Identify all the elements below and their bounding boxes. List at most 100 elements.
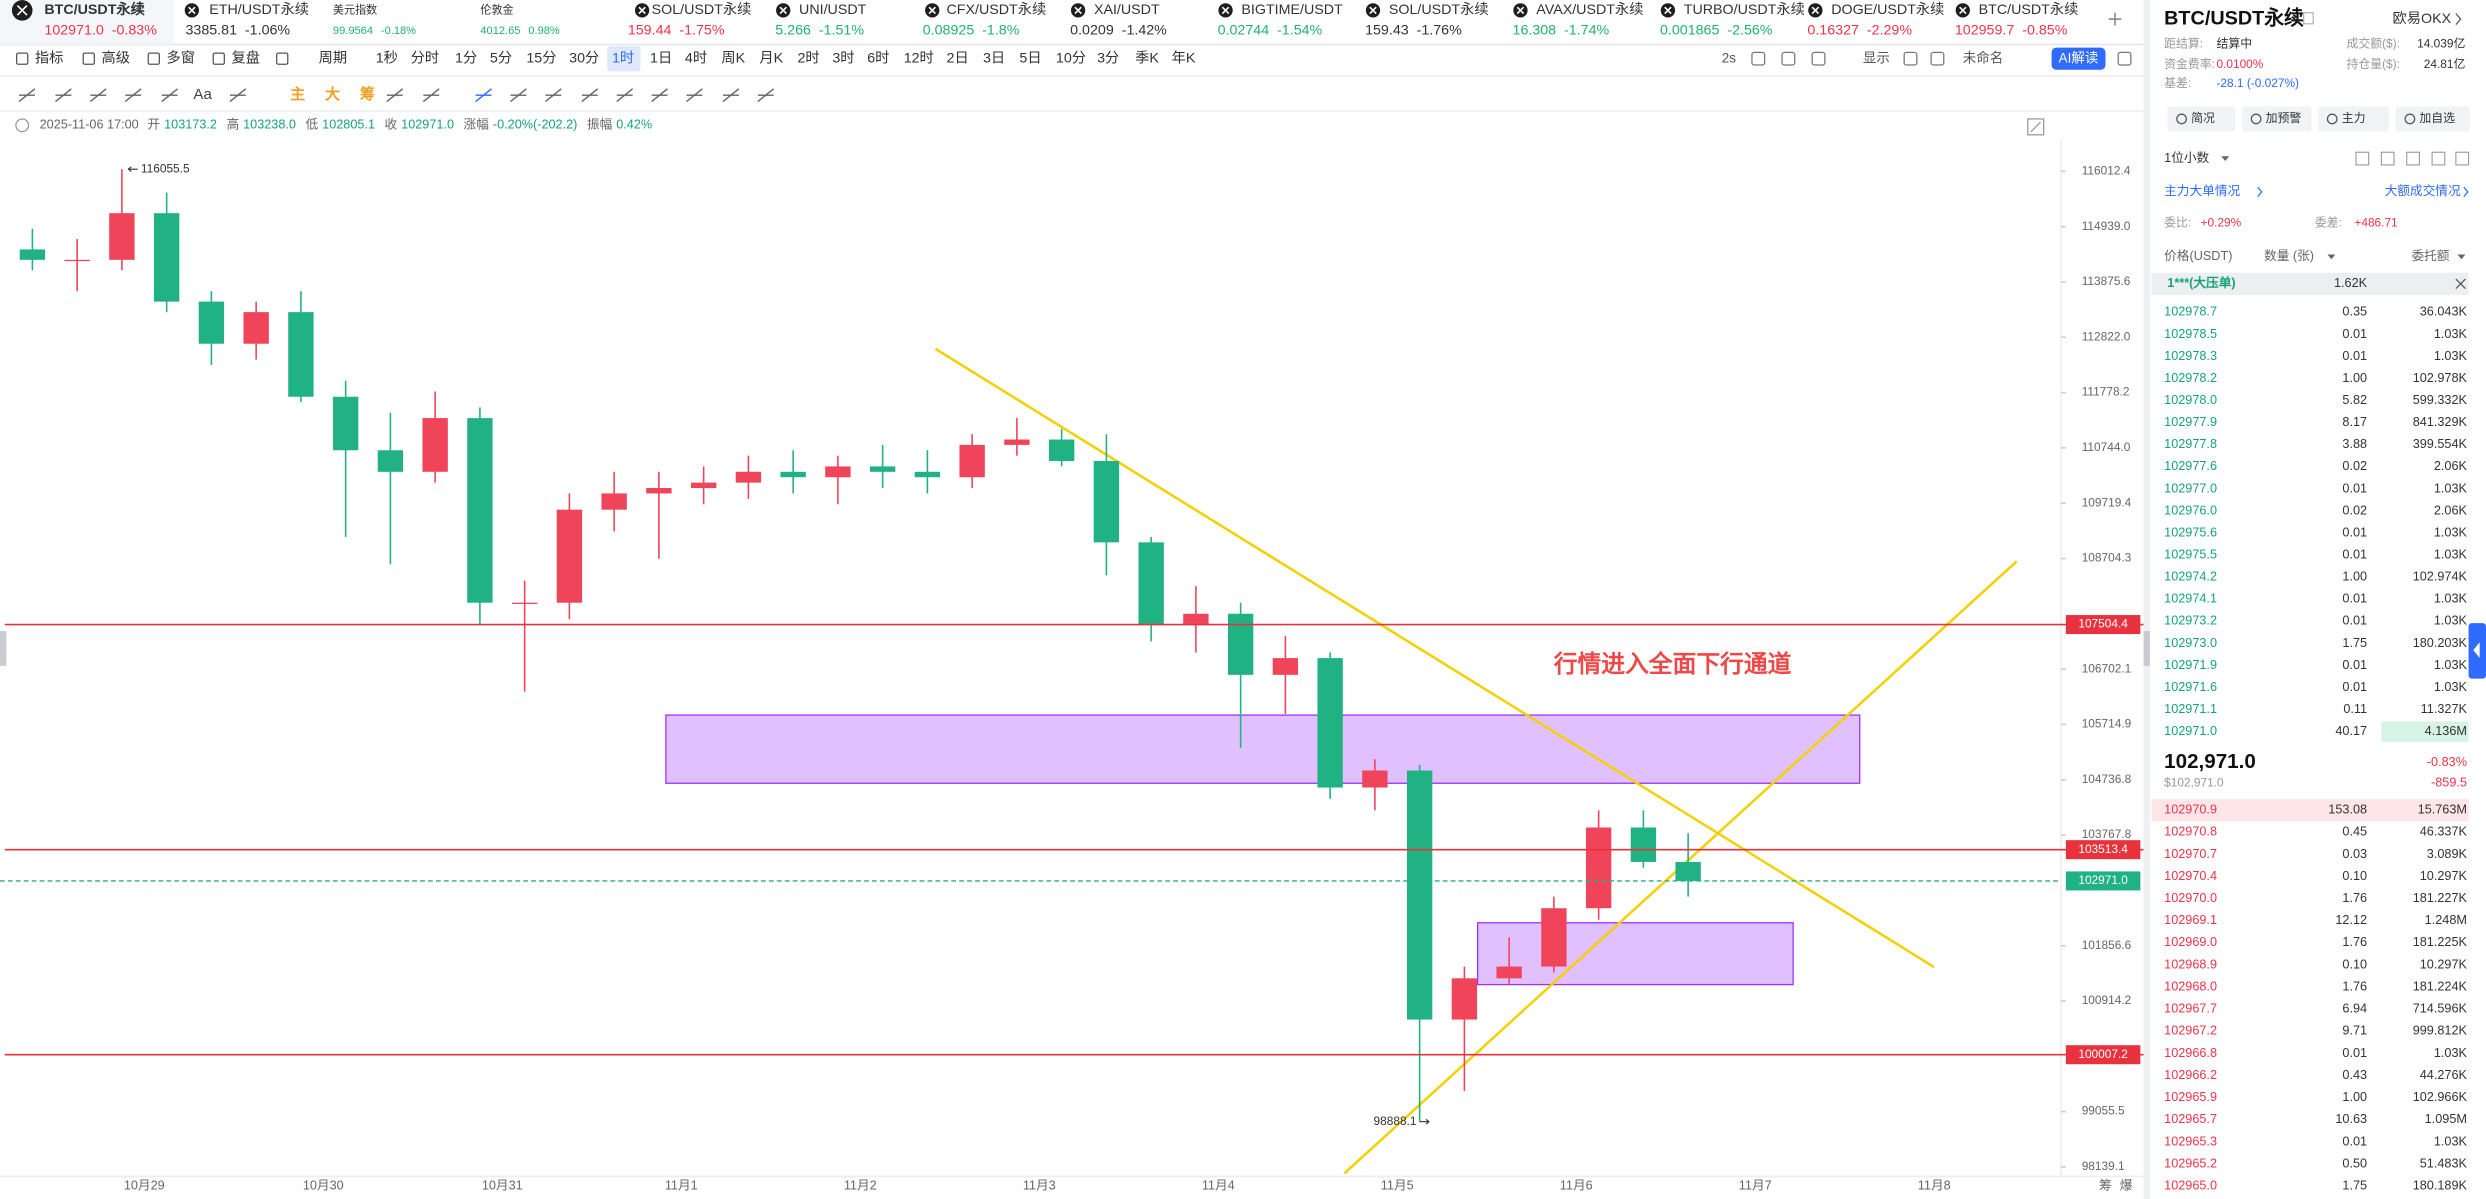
precision-select[interactable]: 1位小数 bbox=[2164, 151, 2209, 165]
toolbar-button[interactable]: 多窗 bbox=[166, 48, 195, 66]
draw-tool-label[interactable]: 大 bbox=[325, 85, 340, 103]
left-handle[interactable] bbox=[0, 631, 7, 666]
draw-tool-label[interactable]: 筹 bbox=[360, 85, 375, 103]
interval-button[interactable]: 3时 bbox=[832, 49, 854, 66]
splitter-handle[interactable] bbox=[2143, 631, 2150, 666]
fullscreen-icon[interactable] bbox=[2027, 118, 2045, 136]
interval-button[interactable]: 10分 bbox=[1056, 49, 1086, 66]
ticker-name[interactable]: XAI/USDT bbox=[1094, 2, 1160, 18]
zone[interactable] bbox=[1477, 922, 1794, 986]
zone[interactable] bbox=[665, 714, 1861, 784]
book-view-icon[interactable] bbox=[2355, 151, 2370, 166]
tool-icon[interactable] bbox=[1930, 51, 1945, 66]
interval-button[interactable]: 4时 bbox=[685, 49, 707, 66]
draw-tool[interactable] bbox=[124, 88, 142, 103]
interval-button[interactable]: 15分 bbox=[526, 49, 556, 66]
info-icon[interactable] bbox=[15, 118, 30, 133]
tool-icon[interactable] bbox=[1751, 51, 1766, 66]
book-view-icon[interactable] bbox=[2431, 151, 2446, 166]
ticker-name[interactable]: BTC/USDT永续 bbox=[44, 0, 145, 18]
axis-corner[interactable]: 爆 bbox=[2120, 1178, 2133, 1192]
book-view-icon[interactable] bbox=[2455, 151, 2470, 166]
add-tab[interactable] bbox=[2108, 12, 2122, 26]
ticker-name[interactable]: BIGTIME/USDT bbox=[1241, 2, 1343, 18]
tool-icon[interactable] bbox=[1811, 51, 1826, 66]
panel-link[interactable]: 大额成交情况 bbox=[2385, 183, 2461, 198]
draw-tool[interactable] bbox=[616, 88, 634, 103]
draw-tool[interactable] bbox=[161, 88, 179, 103]
panel-button-label[interactable]: 加自选 bbox=[2419, 111, 2455, 125]
close-icon[interactable] bbox=[2455, 278, 2466, 290]
draw-tool[interactable] bbox=[422, 88, 440, 103]
interval-button[interactable]: 5分 bbox=[490, 49, 512, 66]
tool-icon[interactable] bbox=[1903, 51, 1918, 66]
interval-button[interactable]: 1分 bbox=[455, 49, 477, 66]
interval-button[interactable]: 30分 bbox=[569, 49, 599, 66]
interval-button[interactable]: 年K bbox=[1172, 49, 1196, 66]
toolbar-button[interactable]: 2s bbox=[1722, 50, 1736, 65]
interval-button[interactable]: 2日 bbox=[947, 50, 969, 66]
interval-button[interactable]: 2时 bbox=[797, 49, 819, 66]
trend-line[interactable] bbox=[934, 347, 1935, 969]
book-header[interactable]: 委托额 bbox=[2411, 249, 2449, 263]
interval-button[interactable]: 3日 bbox=[983, 50, 1005, 66]
draw-tool[interactable] bbox=[722, 88, 740, 103]
exchange-link[interactable]: 欧易OKX bbox=[2393, 10, 2452, 27]
draw-tool[interactable] bbox=[651, 88, 668, 103]
ticker-name[interactable]: BTC/USDT永续 bbox=[1979, 1, 2079, 18]
draw-tool[interactable] bbox=[475, 88, 492, 103]
draw-tool[interactable] bbox=[55, 88, 72, 103]
interval-button[interactable]: 6时 bbox=[867, 49, 889, 66]
draw-tool-label[interactable]: 主 bbox=[290, 85, 305, 103]
toolbar-button[interactable]: 显示 bbox=[1863, 50, 1890, 65]
ticker-name[interactable]: 美元指数 bbox=[333, 2, 377, 16]
interval-button[interactable]: 周K bbox=[721, 50, 745, 66]
interval-button[interactable]: 1时 bbox=[612, 49, 634, 66]
draw-tool[interactable] bbox=[386, 88, 404, 103]
toolbar-button[interactable]: 未命名 bbox=[1963, 49, 2003, 65]
interval-button[interactable]: 1秒 bbox=[376, 49, 398, 66]
draw-tool[interactable] bbox=[18, 88, 36, 103]
axis-corner[interactable]: 筹 bbox=[2099, 1177, 2112, 1192]
tool-icon[interactable] bbox=[1781, 51, 1796, 66]
ticker-name[interactable]: DOGE/USDT永续 bbox=[1831, 1, 1944, 18]
book-header[interactable]: 数量 (张) bbox=[2264, 249, 2314, 263]
tool-icon[interactable] bbox=[2117, 51, 2132, 66]
panel-button-label[interactable]: 简况 bbox=[2191, 111, 2215, 125]
interval-button[interactable]: 月K bbox=[759, 50, 783, 66]
draw-tool[interactable] bbox=[510, 88, 527, 103]
toolbar-button[interactable]: 复盘 bbox=[231, 48, 260, 66]
interval-button[interactable]: 12时 bbox=[904, 49, 934, 66]
book-view-icon[interactable] bbox=[2380, 151, 2395, 166]
ticker-name[interactable]: AVAX/USDT永续 bbox=[1536, 1, 1643, 18]
interval-button[interactable]: 季K bbox=[1135, 49, 1159, 66]
ticker-name[interactable]: SOL/USDT永续 bbox=[1389, 1, 1489, 18]
interval-button[interactable]: 3分 bbox=[1097, 49, 1119, 66]
interval-button[interactable]: 分时 bbox=[411, 49, 440, 66]
draw-tool[interactable] bbox=[89, 88, 107, 103]
draw-tool[interactable] bbox=[757, 88, 775, 103]
draw-tool[interactable] bbox=[581, 88, 599, 103]
panel-button[interactable] bbox=[2167, 106, 2236, 132]
panel-button[interactable] bbox=[2395, 106, 2471, 132]
ai-button-label[interactable]: AI解读 bbox=[2059, 50, 2099, 65]
interval-button[interactable]: 1日 bbox=[650, 50, 672, 66]
ticker-name[interactable]: SOL/USDT永续 bbox=[652, 1, 752, 18]
ai-button[interactable] bbox=[2051, 47, 2106, 70]
ticker-name[interactable]: UNI/USDT bbox=[799, 2, 867, 18]
draw-tool-label[interactable]: Aa bbox=[193, 86, 212, 103]
draw-tool[interactable] bbox=[544, 88, 562, 103]
panel-button[interactable] bbox=[2317, 106, 2390, 132]
panel-button[interactable] bbox=[2241, 106, 2312, 132]
panel-link[interactable]: 主力大单情况 bbox=[2164, 184, 2240, 198]
ticker-name[interactable]: CFX/USDT永续 bbox=[947, 1, 1047, 18]
ticker-name[interactable]: ETH/USDT永续 bbox=[209, 1, 309, 18]
toolbar-button[interactable]: 周期 bbox=[319, 49, 348, 66]
panel-button-label[interactable]: 主力 bbox=[2342, 111, 2366, 125]
draw-tool[interactable] bbox=[686, 88, 703, 103]
copy-icon[interactable] bbox=[2303, 12, 2314, 25]
ticker-name[interactable]: 伦敦金 bbox=[480, 2, 513, 16]
panel-button-label[interactable]: 加预警 bbox=[2266, 111, 2302, 125]
draw-tool[interactable] bbox=[229, 88, 247, 103]
book-view-icon[interactable] bbox=[2406, 151, 2420, 166]
